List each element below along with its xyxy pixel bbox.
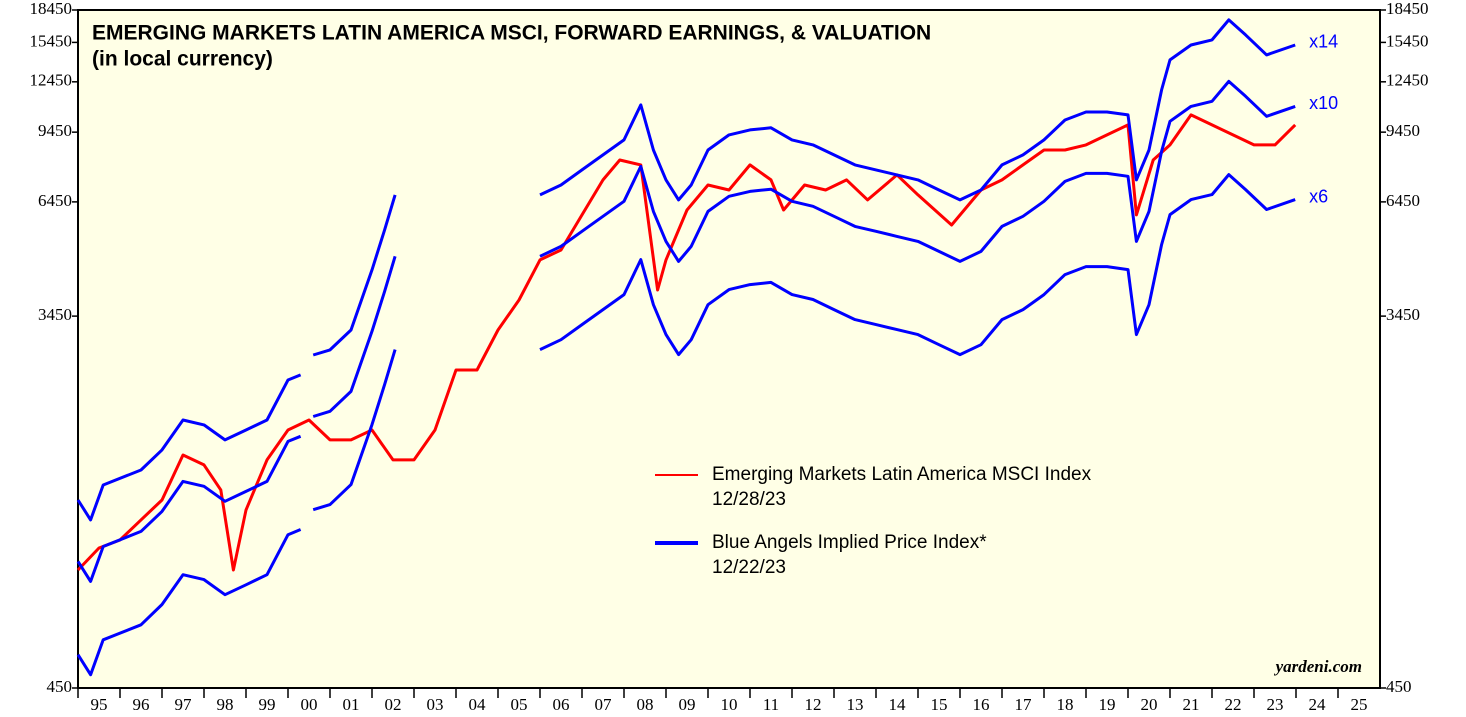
y-tick-label: 6450 [38,191,72,210]
x-tick-label: 14 [889,695,907,714]
x-tick-label: 04 [469,695,487,714]
x-tick-label: 18 [1057,695,1074,714]
x-tick-label: 24 [1309,695,1327,714]
x-tick-label: 13 [847,695,864,714]
x-tick-label: 08 [637,695,654,714]
x-tick-label: 02 [385,695,402,714]
x-tick-label: 20 [1141,695,1158,714]
x-tick-label: 03 [427,695,444,714]
x-tick-label: 98 [217,695,234,714]
chart-title: EMERGING MARKETS LATIN AMERICA MSCI, FOR… [92,22,931,45]
x-tick-label: 05 [511,695,528,714]
y-tick-label: 18450 [30,0,73,18]
y-tick-label: 12450 [30,71,73,90]
x-tick-label: 09 [679,695,696,714]
series-end-label: x14 [1309,32,1338,52]
series-line [76,79,1296,583]
x-tick-label: 16 [973,695,990,714]
series-line [76,173,1296,677]
y-tick-label-right: 15450 [1386,31,1429,50]
x-tick-label: 07 [595,695,613,714]
x-tick-label: 11 [763,695,779,714]
x-tick-label: 96 [133,695,150,714]
series-end-label: x6 [1309,186,1328,206]
x-tick-label: 21 [1183,695,1200,714]
x-tick-label: 23 [1267,695,1284,714]
legend-date: 12/28/23 [712,489,786,510]
y-tick-label: 450 [47,677,73,696]
x-tick-label: 19 [1099,695,1116,714]
series-line [76,18,1296,522]
x-tick-label: 97 [175,695,193,714]
y-tick-label: 3450 [38,305,72,324]
y-tick-label-right: 18450 [1386,0,1429,18]
x-tick-label: 10 [721,695,738,714]
x-tick-label: 17 [1015,695,1033,714]
x-tick-label: 95 [91,695,108,714]
y-tick-label-right: 9450 [1386,121,1420,140]
source: yardeni.com [1274,657,1362,676]
x-tick-label: 01 [343,695,360,714]
x-tick-label: 06 [553,695,570,714]
y-tick-label-right: 450 [1386,677,1412,696]
x-tick-label: 25 [1351,695,1368,714]
chart-subtitle: (in local currency) [92,48,273,71]
legend-label: Emerging Markets Latin America MSCI Inde… [712,464,1092,485]
x-tick-label: 99 [259,695,276,714]
x-tick-label: 00 [301,695,318,714]
x-tick-label: 15 [931,695,948,714]
y-tick-label: 15450 [30,31,73,50]
y-tick-label: 9450 [38,121,72,140]
legend-label: Blue Angels Implied Price Index* [712,532,987,553]
x-tick-label: 12 [805,695,822,714]
x-tick-label: 22 [1225,695,1242,714]
series-line [76,113,1297,572]
legend-date: 12/22/23 [712,557,786,578]
y-tick-label-right: 3450 [1386,305,1420,324]
y-tick-label-right: 12450 [1386,71,1429,90]
series-end-label: x10 [1309,93,1338,113]
y-tick-label-right: 6450 [1386,191,1420,210]
plot-area [77,9,1381,689]
